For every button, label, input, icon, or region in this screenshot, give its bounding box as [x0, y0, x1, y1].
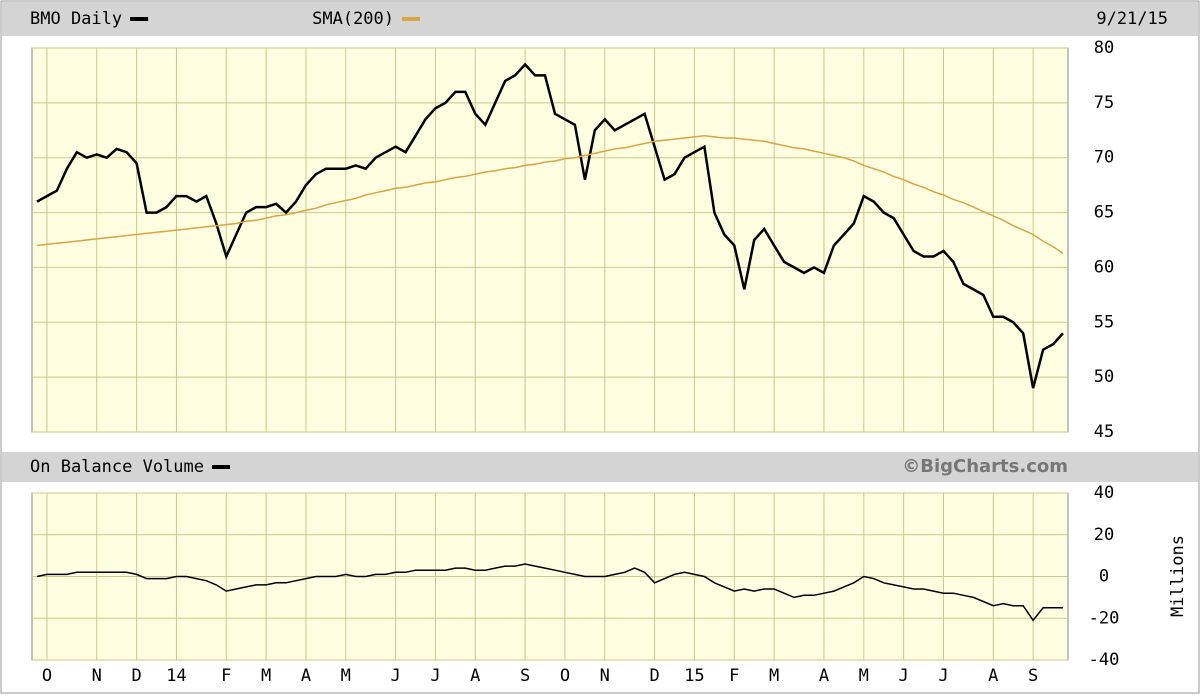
x-tick-label: J [390, 666, 400, 686]
series-line [36, 135, 1064, 254]
y-tick-label: 45 [1094, 422, 1114, 442]
x-tick-label: A [988, 666, 998, 686]
x-tick-label: M [341, 666, 351, 686]
x-tick-label: J [899, 666, 909, 686]
y-axis-label: Millions [1168, 535, 1188, 617]
series-line [36, 62, 1064, 389]
x-tick-label: D [649, 666, 659, 686]
y-tick-label: -20 [1089, 608, 1120, 628]
y-tick-label: -40 [1089, 650, 1120, 670]
legend-label: BMO Daily [30, 9, 122, 29]
y-tick-label: 40 [1094, 483, 1114, 503]
x-tick-label: A [470, 666, 480, 686]
y-tick-label: 70 [1094, 148, 1114, 168]
credit: ©BigCharts.com [902, 456, 1068, 477]
x-tick-label: 15 [684, 666, 704, 686]
series-line [36, 563, 1063, 622]
x-tick-label: S [520, 666, 530, 686]
x-tick-label: O [42, 666, 52, 686]
x-tick-label: M [859, 666, 869, 686]
x-tick-label: O [560, 666, 570, 686]
x-tick-label: F [221, 666, 231, 686]
x-tick-label: M [769, 666, 779, 686]
y-tick-label: 80 [1094, 38, 1114, 58]
x-tick-label: 14 [166, 666, 186, 686]
header-bar [2, 2, 1198, 36]
middle-bar [2, 452, 1198, 482]
x-tick-label: F [729, 666, 739, 686]
y-tick-label: 65 [1094, 203, 1114, 223]
y-tick-label: 60 [1094, 257, 1114, 277]
y-tick-label: 0 [1099, 567, 1109, 587]
price-plot [31, 47, 1069, 433]
y-tick-label: 20 [1094, 525, 1114, 545]
x-tick-label: M [261, 666, 271, 686]
x-tick-label: A [819, 666, 829, 686]
date-label: 9/21/15 [1096, 9, 1168, 29]
y-tick-label: 50 [1094, 367, 1114, 387]
legend-label: On Balance Volume [30, 457, 204, 477]
y-tick-label: 55 [1094, 312, 1114, 332]
x-tick-label: D [131, 666, 141, 686]
x-tick-label: J [938, 666, 948, 686]
x-tick-label: A [301, 666, 311, 686]
y-tick-label: 75 [1094, 93, 1114, 113]
x-tick-label: S [1028, 666, 1038, 686]
legend-label: SMA(200) [312, 9, 394, 29]
x-tick-label: J [430, 666, 440, 686]
x-tick-label: N [600, 666, 610, 686]
x-tick-label: N [92, 666, 102, 686]
